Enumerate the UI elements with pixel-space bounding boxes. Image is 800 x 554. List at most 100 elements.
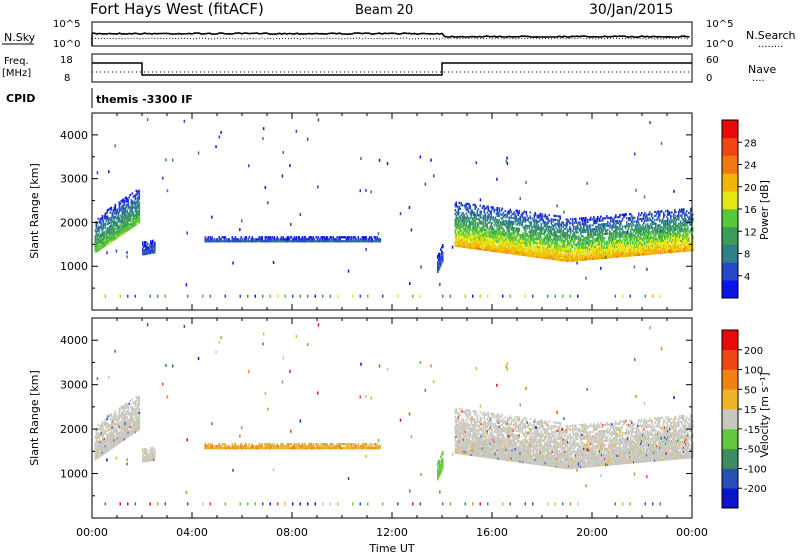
power-cell bbox=[101, 232, 104, 235]
power-cell bbox=[495, 250, 498, 253]
velocity-cell bbox=[96, 442, 99, 445]
power-cell bbox=[592, 249, 594, 252]
power-cell bbox=[683, 243, 685, 246]
power-cell bbox=[686, 249, 688, 252]
power-cell bbox=[115, 225, 118, 228]
power-cell bbox=[300, 240, 303, 243]
power-cell bbox=[628, 244, 630, 247]
power-cell bbox=[463, 224, 466, 227]
power-cell bbox=[584, 246, 586, 249]
power-cell bbox=[686, 247, 688, 250]
power-speck bbox=[419, 155, 422, 159]
power-cell bbox=[478, 226, 481, 229]
power-cell bbox=[227, 238, 230, 241]
power-cell bbox=[103, 235, 106, 238]
power-cell bbox=[480, 226, 483, 229]
power-cell bbox=[481, 242, 484, 245]
power-cell bbox=[692, 239, 694, 242]
power-cell bbox=[549, 255, 552, 258]
power-cell bbox=[613, 255, 615, 258]
power-cell bbox=[545, 217, 548, 220]
velocity-cell bbox=[95, 433, 98, 436]
power-cell bbox=[569, 226, 571, 229]
power-cell bbox=[507, 224, 510, 227]
power-cell bbox=[631, 214, 633, 218]
power-cell bbox=[608, 242, 610, 245]
power-cell bbox=[674, 228, 676, 231]
power-cell bbox=[280, 236, 283, 239]
power-cell bbox=[548, 257, 551, 260]
power-cell bbox=[561, 247, 564, 250]
power-cell bbox=[539, 228, 542, 231]
power-cell bbox=[132, 219, 135, 222]
power-cell bbox=[678, 240, 680, 243]
power-cell bbox=[282, 240, 285, 243]
power-cell bbox=[545, 256, 548, 260]
power-cell bbox=[109, 219, 112, 222]
power-cell bbox=[548, 243, 551, 246]
power-cell bbox=[510, 248, 513, 251]
power-cell bbox=[374, 240, 377, 243]
power-cell bbox=[598, 257, 600, 260]
power-cell bbox=[507, 251, 510, 254]
power-cell bbox=[441, 262, 443, 265]
power-cell bbox=[667, 251, 669, 254]
power-cell bbox=[565, 222, 568, 225]
power-cell bbox=[245, 236, 248, 239]
power-cell bbox=[542, 242, 545, 245]
power-cell bbox=[644, 251, 646, 254]
velocity-cell bbox=[94, 442, 97, 445]
power-cell bbox=[601, 241, 603, 244]
power-cell bbox=[142, 243, 144, 246]
power-cell bbox=[611, 240, 613, 243]
power-cell bbox=[599, 233, 601, 236]
power-cell bbox=[470, 215, 473, 218]
power-cell bbox=[499, 242, 502, 245]
power-cell bbox=[630, 250, 632, 253]
power-cell bbox=[350, 236, 353, 239]
power-cell bbox=[577, 257, 579, 260]
power-cell bbox=[521, 249, 524, 252]
velocity-cell bbox=[98, 441, 101, 444]
power-cell bbox=[507, 230, 510, 233]
power-cell bbox=[669, 245, 671, 248]
power-cell bbox=[555, 222, 558, 225]
power-cell bbox=[653, 250, 655, 253]
power-cell bbox=[487, 207, 490, 210]
power-cell bbox=[678, 212, 680, 215]
power-cell bbox=[499, 250, 502, 253]
power-ground-speck bbox=[562, 294, 564, 298]
power-cell bbox=[523, 240, 526, 243]
power-cell bbox=[118, 230, 121, 233]
power-cell bbox=[517, 241, 520, 244]
power-cell bbox=[590, 224, 592, 227]
power-cell bbox=[639, 228, 641, 231]
power-cell bbox=[465, 246, 468, 249]
power-cell bbox=[547, 239, 550, 242]
power-cell bbox=[458, 237, 461, 240]
power-cell bbox=[563, 227, 566, 231]
power-cell bbox=[131, 192, 134, 195]
power-cell bbox=[579, 252, 581, 256]
power-cell bbox=[320, 236, 323, 239]
power-cell bbox=[648, 229, 650, 232]
power-cell bbox=[540, 232, 543, 235]
power-cell bbox=[247, 240, 250, 243]
power-cell bbox=[664, 229, 666, 232]
power-cell bbox=[665, 221, 667, 224]
power-cell bbox=[585, 244, 587, 247]
power-cell bbox=[496, 210, 499, 214]
power-cell bbox=[648, 233, 650, 236]
power-cell bbox=[527, 244, 530, 247]
power-cell bbox=[467, 246, 470, 249]
power-cell bbox=[537, 234, 540, 237]
power-cell bbox=[479, 212, 482, 215]
power-cell bbox=[574, 247, 576, 250]
power-cell bbox=[295, 240, 298, 243]
power-cell bbox=[559, 247, 562, 250]
power-cell bbox=[632, 250, 634, 253]
power-cell bbox=[540, 226, 543, 229]
power-cell bbox=[504, 249, 507, 252]
power-cell bbox=[289, 236, 292, 239]
